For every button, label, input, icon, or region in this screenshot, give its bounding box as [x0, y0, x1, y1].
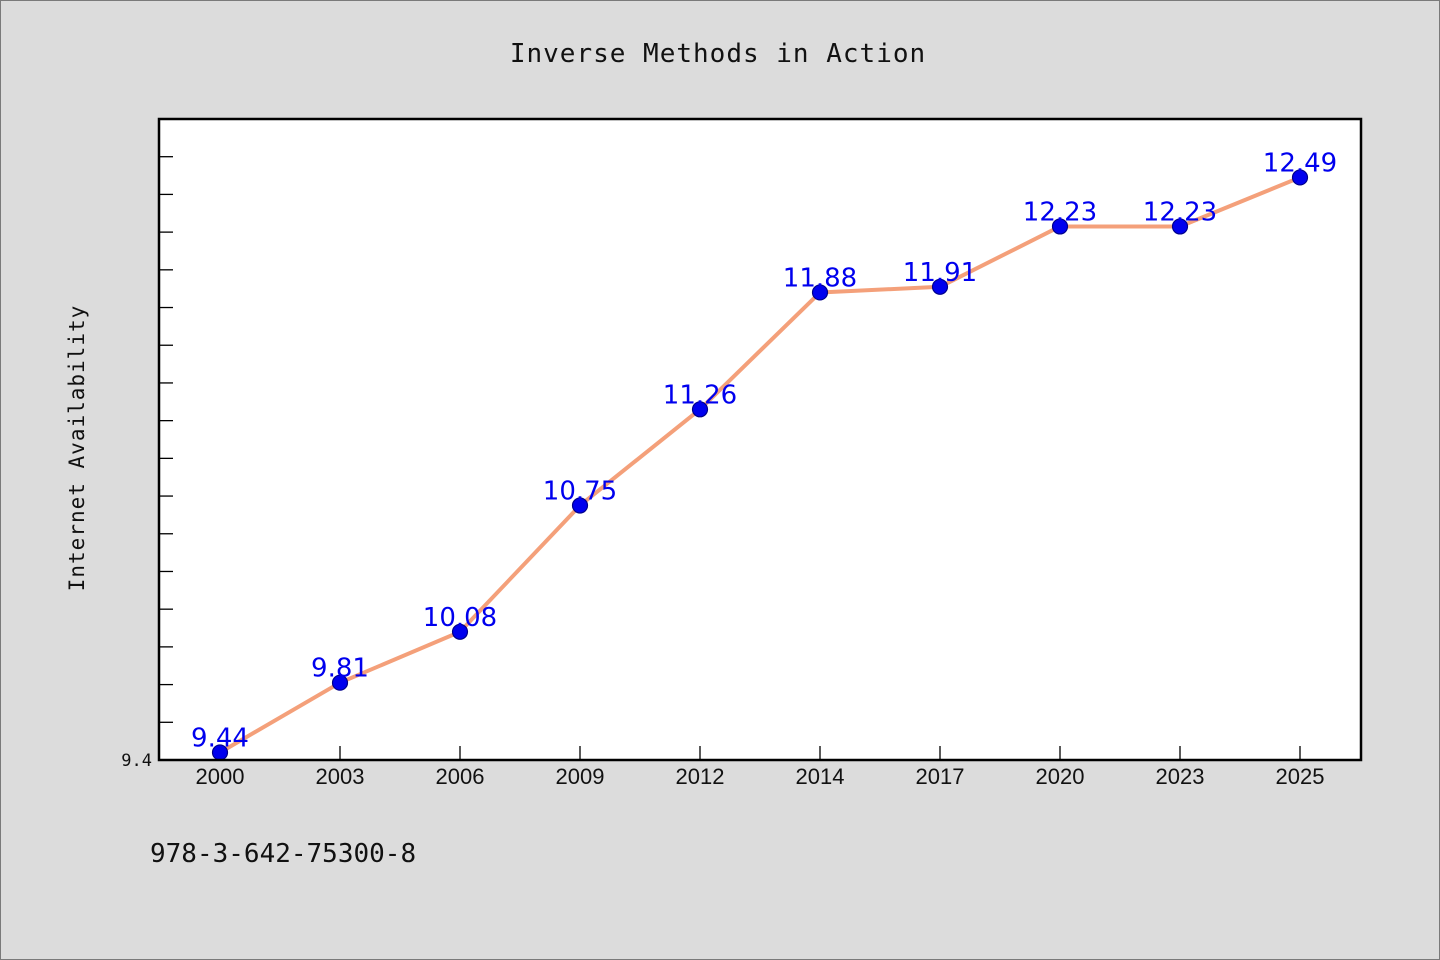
data-point [1291, 169, 1309, 186]
plot-border [157, 117, 1363, 762]
chart-title: Inverse Methods in Action [510, 39, 926, 69]
x-tick-label: 2020 [1036, 764, 1085, 789]
data-label: 11.88 [783, 263, 857, 293]
x-tick-label: 2014 [796, 764, 845, 789]
data-point [571, 497, 589, 514]
x-tick-label: 2025 [1276, 764, 1325, 789]
y-tick-label: 9.4 [121, 751, 152, 771]
x-tick-label: 2009 [556, 764, 605, 789]
x-tick-label: 2003 [316, 764, 365, 789]
x-axis-ticks: 2000 2003 2006 2009 2012 2014 2017 2020 2023 2025 [196, 746, 1325, 789]
data-point [451, 623, 469, 640]
x-tick-label: 2017 [916, 764, 965, 789]
data-markers [211, 169, 1309, 761]
data-label: 12.23 [1143, 197, 1217, 227]
isbn-text: 978-3-642-75300-8 [150, 839, 416, 869]
y-axis-label: Internet Availability [65, 305, 89, 592]
data-label: 12.49 [1263, 148, 1337, 178]
data-label: 10.08 [423, 603, 497, 633]
series-line [218, 175, 1301, 755]
data-point [1051, 218, 1069, 235]
x-tick-label: 2006 [436, 764, 485, 789]
x-tick-label: 2000 [196, 764, 245, 789]
data-point [1171, 218, 1189, 235]
data-labels: 9.44 9.81 10.08 10.75 11.26 11.88 11.91 12.23 12… [191, 148, 1337, 753]
data-point [931, 278, 949, 295]
data-label: 9.44 [191, 723, 249, 753]
x-tick-label: 2012 [676, 764, 725, 789]
data-label: 11.91 [903, 258, 977, 288]
data-point [691, 401, 709, 418]
data-label: 12.23 [1023, 197, 1097, 227]
data-label: 9.81 [311, 654, 369, 684]
x-tick-label: 2023 [1156, 764, 1205, 789]
data-label: 11.26 [663, 380, 737, 410]
data-point [331, 674, 349, 691]
data-label: 10.75 [543, 476, 617, 506]
data-point [811, 284, 829, 301]
